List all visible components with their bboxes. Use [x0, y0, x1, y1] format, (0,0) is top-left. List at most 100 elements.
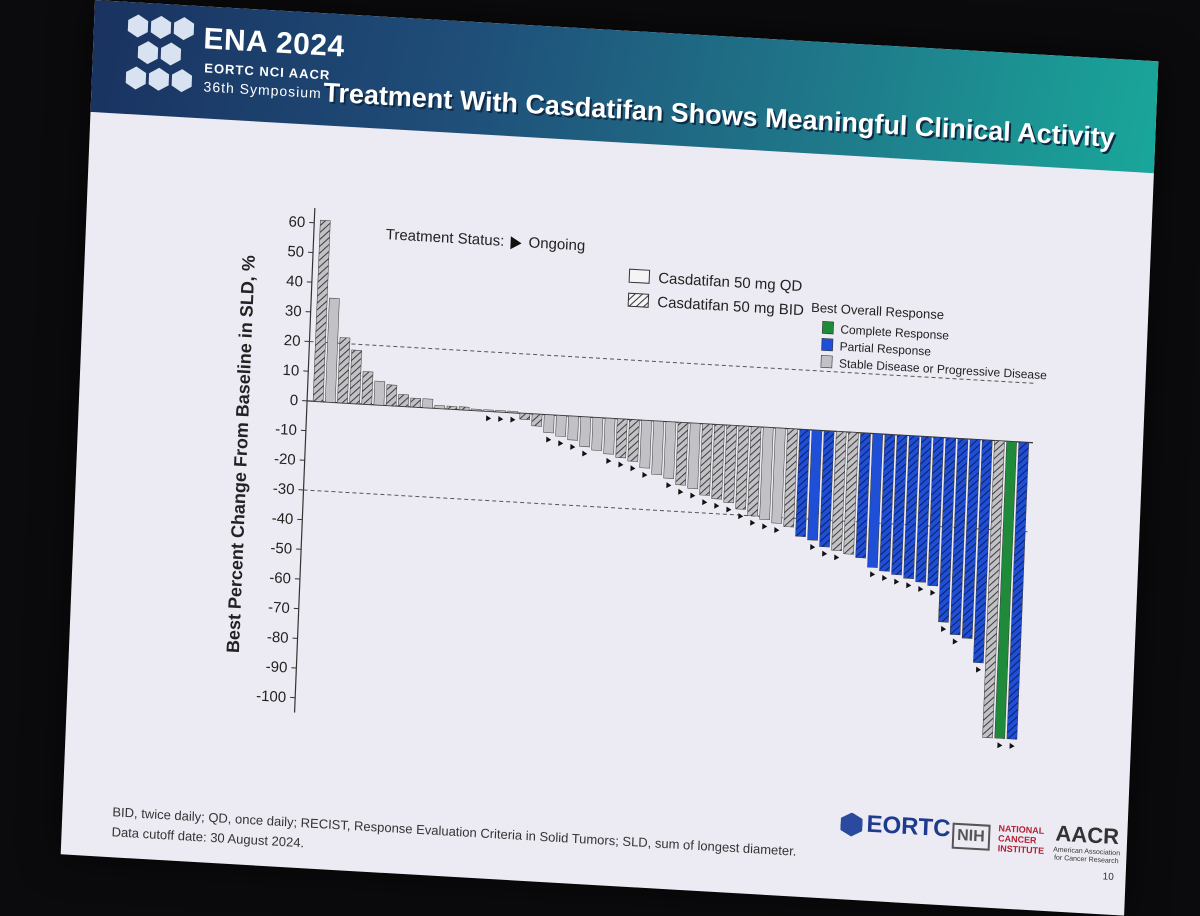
y-tick-label: -70	[268, 599, 290, 617]
ongoing-marker-icon	[486, 415, 491, 421]
response-legend-swatch-sd	[821, 355, 832, 368]
dose-legend-label-bid: Casdatifan 50 mg BID	[657, 294, 804, 319]
bar	[832, 431, 847, 550]
ongoing-marker-icon	[953, 639, 958, 645]
ongoing-marker-icon	[570, 444, 575, 450]
bar	[676, 422, 688, 485]
response-legend-label-sd: Stable Disease or Progressive Disease	[839, 356, 1048, 382]
bar	[532, 414, 542, 426]
ongoing-marker-icon	[997, 742, 1002, 748]
ongoing-marker-icon	[666, 482, 671, 488]
dose-legend-label-qd: Casdatifan 50 mg QD	[658, 270, 803, 295]
bar	[471, 409, 481, 411]
ongoing-marker-icon	[510, 417, 515, 423]
eortc-cube-icon	[840, 812, 863, 837]
bar	[700, 424, 713, 496]
y-tick-label: -30	[273, 480, 295, 498]
bar	[616, 419, 628, 458]
treatment-status-label: Treatment Status:	[385, 226, 504, 250]
ongoing-marker-icon	[546, 437, 551, 443]
bar	[362, 371, 373, 404]
bar	[652, 421, 664, 475]
ongoing-marker-icon	[941, 626, 946, 632]
ongoing-marker-icon	[894, 579, 899, 585]
dose-legend-swatch-qd	[629, 269, 649, 283]
y-tick-label: 0	[289, 392, 298, 409]
ongoing-marker-icon	[738, 513, 743, 519]
bar	[844, 432, 859, 554]
aacr-logo: AACR American Association for Cancer Res…	[1051, 820, 1123, 866]
nih-box: NIH	[952, 823, 991, 851]
bar	[808, 430, 822, 540]
ongoing-marker-icon	[690, 492, 695, 498]
bar	[664, 422, 676, 479]
y-tick-label: 60	[288, 213, 305, 231]
y-tick-label: 30	[285, 302, 302, 320]
slide-number: 10	[1102, 871, 1114, 883]
y-tick-label: 50	[287, 243, 304, 261]
bar	[350, 350, 362, 404]
bar	[410, 398, 420, 407]
ongoing-marker-icon	[702, 499, 707, 505]
bar	[592, 417, 603, 450]
response-legend-swatch-cr	[822, 321, 833, 334]
bar	[496, 410, 506, 412]
bar	[544, 415, 555, 433]
ongoing-marker-icon	[558, 440, 563, 446]
ongoing-marker-icon	[918, 586, 923, 592]
dose-legend: Casdatifan 50 mg QD Casdatifan 50 mg BID	[628, 268, 805, 319]
ongoing-marker-icon	[810, 544, 815, 550]
response-legend-title: Best Overall Response	[811, 300, 944, 323]
ongoing-marker-icon	[1009, 743, 1014, 749]
ongoing-marker-icon	[870, 571, 875, 577]
slide: ENA 2024 EORTC NCI AACR 36th Symposium T…	[61, 0, 1159, 916]
y-tick-label: -20	[274, 451, 296, 469]
ongoing-marker-icon	[882, 575, 887, 581]
ongoing-marker-icon	[630, 465, 635, 471]
bar	[736, 426, 749, 510]
ongoing-marker-icon	[906, 582, 911, 588]
bar	[760, 427, 774, 520]
bar	[447, 406, 457, 410]
ongoing-marker-icon	[642, 472, 647, 478]
bar	[398, 394, 408, 406]
ongoing-marker-icon	[498, 416, 503, 422]
y-tick-label: -100	[256, 687, 287, 706]
y-tick-label: -90	[265, 658, 287, 676]
ongoing-marker-icon	[618, 462, 623, 468]
y-axis-label: Best Percent Change From Baseline in SLD…	[223, 255, 259, 654]
ongoing-marker-icon	[774, 527, 779, 533]
y-tick-label: 20	[283, 332, 300, 350]
bar	[796, 429, 810, 536]
bar	[724, 425, 737, 503]
bar	[748, 427, 762, 517]
ongoing-arrow-icon	[510, 236, 522, 250]
bar	[483, 410, 493, 412]
waterfall-chart: Best Percent Change From Baseline in SLD…	[61, 0, 1159, 916]
ongoing-label: Ongoing	[528, 234, 585, 254]
ongoing-marker-icon	[834, 554, 839, 560]
bar	[604, 418, 615, 454]
bar	[628, 419, 640, 461]
ongoing-marker-icon	[762, 523, 767, 529]
y-tick-label: -10	[275, 421, 297, 439]
bar	[520, 413, 530, 420]
bar	[580, 417, 591, 447]
ongoing-marker-icon	[582, 451, 587, 457]
ongoing-marker-icon	[822, 551, 827, 557]
y-tick-label: -60	[269, 569, 291, 587]
ongoing-marker-icon	[606, 458, 611, 464]
ongoing-marker-icon	[714, 503, 719, 509]
response-legend: Best Overall Response Complete Response …	[809, 300, 1050, 383]
bar	[386, 385, 397, 406]
ongoing-marker-icon	[726, 506, 731, 512]
bar	[556, 415, 567, 436]
bar	[435, 405, 445, 409]
bar	[712, 424, 725, 499]
bar	[819, 431, 834, 547]
bar	[508, 411, 518, 413]
y-tick-label: -50	[270, 540, 292, 558]
ongoing-marker-icon	[678, 489, 683, 495]
